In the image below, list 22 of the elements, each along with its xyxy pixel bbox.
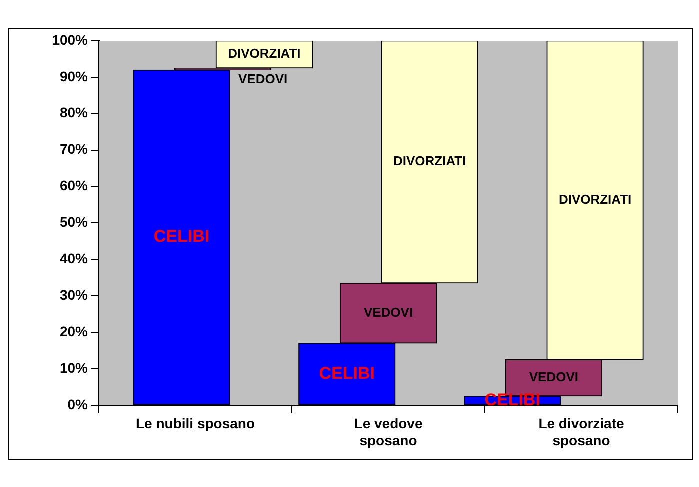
text: DIVORZIATI (558, 192, 632, 208)
x-tick-label: Le vedove sposano (354, 416, 423, 448)
y-tick-label: 80% (60, 104, 89, 121)
y-tick-label: 50% (60, 214, 89, 230)
y-tick-label: 20% (60, 323, 89, 340)
text: VEDOVI (364, 304, 414, 320)
series-label: VEDOVI (238, 72, 288, 87)
text: CELIBI (154, 227, 210, 246)
y-tick-label: 10% (60, 360, 89, 376)
y-tick-label: 90% (60, 68, 89, 84)
y-tick-label: 0% (68, 396, 89, 412)
y-tick-label: 100% (52, 32, 89, 48)
y-tick-label: 30% (60, 286, 89, 303)
x-tick-label: Le nubili sposano (136, 416, 256, 432)
series-label: DIVORZIATI (228, 46, 301, 62)
y-tick-label: 60% (60, 178, 89, 194)
y-tick-label: 40% (60, 250, 89, 266)
text: VEDOVI (529, 370, 578, 385)
text: CELIBI (319, 364, 376, 383)
x-tick-label: Le divorziate sposano (538, 416, 624, 448)
text: DIVORZIATI (394, 154, 466, 169)
y-tick-label: 70% (60, 141, 89, 158)
